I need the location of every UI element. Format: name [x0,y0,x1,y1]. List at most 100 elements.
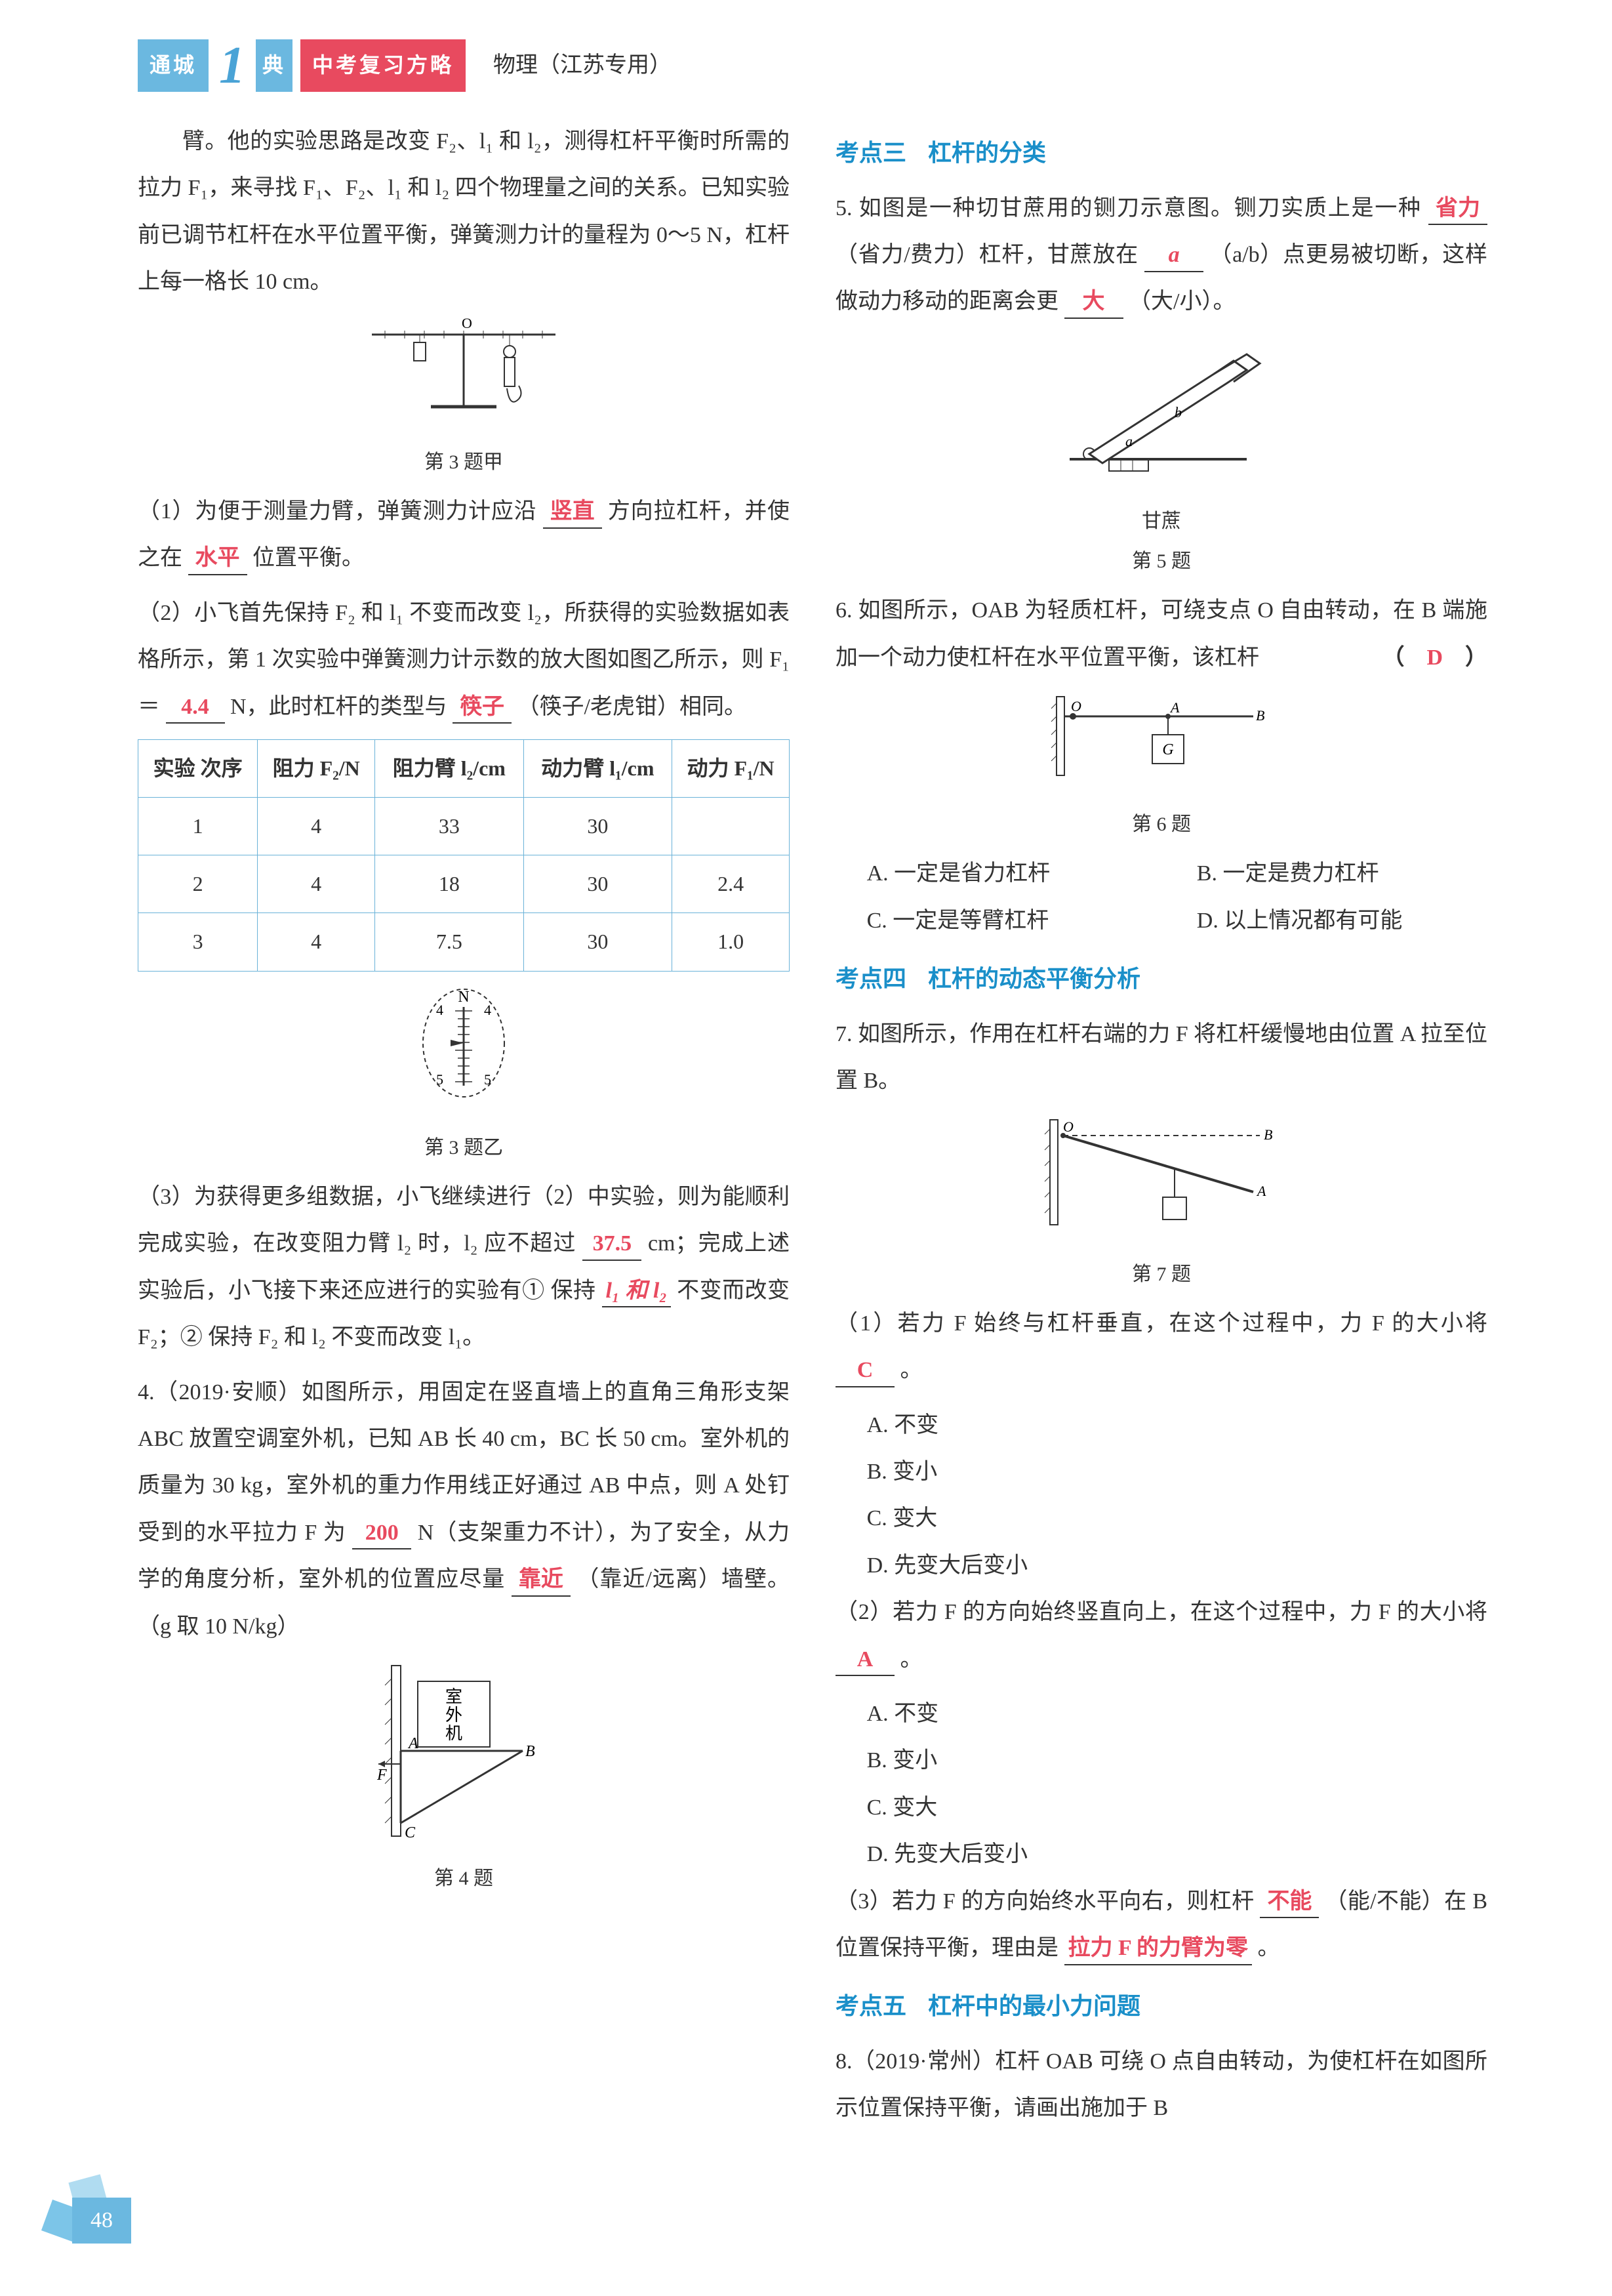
subject-label: 物理（江苏专用） [493,42,672,89]
cane-cutter-icon: a b [1050,335,1273,485]
experiment-table: 实验 次序 阻力 F₂/N 阻力臂 l₂/cm 动力臂 l₁/cm 动力 F₁/… [138,739,790,972]
q7-3-pre: （3）若力 F 的方向始终水平向右，则杠杆 [836,1889,1255,1914]
kp3-heading: 考点三 杠杆的分类 [836,129,1487,178]
svg-text:G: G [1162,741,1173,758]
th-1: 阻力 F₂/N [258,739,375,797]
fig4-caption: 第 4 题 [138,1858,790,1899]
kp3-num: 考点三 [836,140,906,166]
fig3b-caption: 第 3 题乙 [138,1127,790,1168]
svg-text:O: O [462,315,472,331]
table-row: 1 4 33 30 [138,798,790,855]
q5-pre: 5. 如图是一种切甘蔗用的铡刀示意图。铡刀实质上是一种 [836,196,1422,220]
svg-text:B: B [1264,1126,1272,1143]
q3-1-ans1: 竖直 [543,496,602,529]
td: 1.0 [672,913,790,971]
fig4-box-label-1: 室 [445,1687,462,1706]
td: 4 [258,855,375,913]
q7-opt-a: A. 不变 [867,1402,1487,1448]
svg-text:B: B [525,1743,535,1760]
svg-text:5: 5 [436,1071,443,1088]
q3-part2: （2）小飞首先保持 F₂ 和 l₁ 不变而改变 l₂，所获得的实验数据如表格所示… [138,590,790,730]
svg-text:A: A [1256,1183,1266,1199]
kp5-heading: 考点五 杠杆中的最小力问题 [836,1982,1487,2032]
kp3-title: 杠杆的分类 [928,140,1046,166]
q7-2-opt-c: C. 变大 [867,1784,1487,1831]
th-4: 动力 F₁/N [672,739,790,797]
fig5-caption: 第 5 题 [836,541,1487,582]
left-column: 臂。他的实验思路是改变 F₂、l₁ 和 l₂，测得杠杆平衡时所需的拉力 F₁，来… [138,118,790,2140]
q7-1-ans: C [836,1355,895,1387]
q3-1-ans2: 水平 [188,543,247,575]
brand-tag: 典 [256,39,292,91]
th-0: 实验 次序 [138,739,258,797]
td: 18 [375,855,524,913]
q5-end: （大/小）。 [1129,289,1235,314]
right-column: 考点三 杠杆的分类 5. 如图是一种切甘蔗用的铡刀示意图。铡刀实质上是一种 省力… [836,118,1487,2140]
svg-text:外: 外 [445,1706,462,1725]
figure-6: O A B G 第 6 题 [836,690,1487,845]
q7-2-end: 。 [900,1647,923,1671]
q5-mid1: （省力/费力）杠杆，甘蔗放在 [836,243,1138,267]
td: 2 [138,855,258,913]
figure-3b: N 4 4 5 5 第 3 题乙 [138,981,790,1168]
td: 1 [138,798,258,855]
lever-rotate-icon: O B A [1037,1113,1286,1238]
q7-1-pre: （1）若力 F 始终与杠杆垂直，在这个过程中，力 F 的大小将 [836,1311,1487,1336]
th-2: 阻力臂 l₂/cm [375,739,524,797]
page-root: 通城 1 典 中考复习方略 物理（江苏专用） 臂。他的实验思路是改变 F₂、l₁… [0,0,1612,2296]
q4-ans1: 200 [352,1517,411,1550]
q6-opt-a: A. 一定是省力杠杆 [867,850,1158,897]
q6-opt-c: C. 一定是等臂杠杆 [867,897,1158,944]
svg-text:机: 机 [445,1724,462,1743]
table-row: 2 4 18 30 2.4 [138,855,790,913]
td: 4 [258,913,375,971]
q3-intro: 臂。他的实验思路是改变 F₂、l₁ 和 l₂，测得杠杆平衡时所需的拉力 F₁，来… [138,118,790,306]
table-header-row: 实验 次序 阻力 F₂/N 阻力臂 l₂/cm 动力臂 l₁/cm 动力 F₁/… [138,739,790,797]
q3-part3: （3）为获得更多组数据，小飞继续进行（2）中实验，则为能顺利完成实验，在改变阻力… [138,1174,790,1361]
brand-series: 中考复习方略 [300,39,466,91]
q7: 7. 如图所示，作用在杠杆右端的力 F 将杠杆缓慢地由位置 A 拉至位置 B。 [836,1011,1487,1105]
q7-opt-c: C. 变大 [867,1495,1487,1542]
q3-2-mid: N，此时杠杆的类型与 [230,695,447,719]
svg-text:O: O [1071,698,1081,714]
svg-text:B: B [1256,707,1264,724]
td: 33 [375,798,524,855]
q6-options: A. 一定是省力杠杆 B. 一定是费力杠杆 C. 一定是等臂杠杆 D. 以上情况… [867,850,1487,944]
lever-oab-icon: O A B G [1043,690,1280,789]
q7-1-end: 。 [900,1358,923,1382]
figure-3a: O 第 3 题甲 [138,315,790,483]
spring-scale-zoom-icon: N 4 4 5 5 [408,981,519,1112]
q3-2-ans1: 4.4 [166,691,225,724]
q8: 8.（2019·常州）杠杆 OAB 可绕 O 点自由转动，为使杠杆在如图所示位置… [836,2038,1487,2132]
fig5-label: 甘蔗 [836,501,1487,542]
td: 2.4 [672,855,790,913]
kp5-num: 考点五 [836,1993,906,2019]
q6-ans: D [1426,646,1443,670]
q3-part1: （1）为便于测量力臂，弹簧测力计应沿 竖直 方向拉杠杆，并使之在 水平 位置平衡… [138,488,790,582]
q7-part1: （1）若力 F 始终与杠杆垂直，在这个过程中，力 F 的大小将 C 。 [836,1300,1487,1394]
svg-text:A: A [407,1735,418,1752]
td: 3 [138,913,258,971]
q7-2-opt-d: D. 先变大后变小 [867,1831,1487,1877]
q7-2-opt-b: B. 变小 [867,1737,1487,1784]
q7-2-options: A. 不变 B. 变小 C. 变大 D. 先变大后变小 [867,1691,1487,1878]
kp4-title: 杠杆的动态平衡分析 [928,966,1140,992]
q6: 6. 如图所示，OAB 为轻质杠杆，可绕支点 O 自由转动，在 B 端施加一个动… [836,587,1487,681]
q6-answer-paren: （ D ） [1382,634,1487,681]
q7-part2: （2）若力 F 的方向始终竖直向上，在这个过程中，力 F 的大小将 A 。 [836,1589,1487,1683]
q6-opt-b: B. 一定是费力杠杆 [1197,850,1487,897]
svg-text:5: 5 [484,1071,491,1088]
td: 4 [258,798,375,855]
q7-3-ans2: 拉力 F 的力臂为零 [1064,1933,1253,1965]
brand-left: 通城 [138,39,209,91]
fig7-caption: 第 7 题 [836,1254,1487,1295]
q3-1-pre: （1）为便于测量力臂，弹簧测力计应沿 [138,499,536,523]
td: 30 [523,798,672,855]
brand-number: 1 [219,39,245,92]
q6-opt-d: D. 以上情况都有可能 [1197,897,1487,944]
q5-ans3: 大 [1064,286,1123,319]
figure-5: a b 甘蔗 第 5 题 [836,335,1487,582]
svg-text:C: C [405,1824,416,1841]
td [672,798,790,855]
figure-7: O B A 第 7 题 [836,1113,1487,1294]
